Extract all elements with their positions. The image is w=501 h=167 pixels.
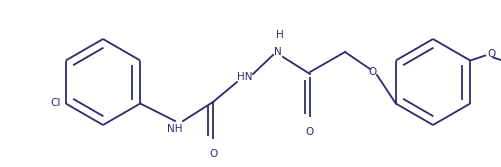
- Text: Cl: Cl: [51, 99, 61, 109]
- Text: O: O: [487, 48, 495, 58]
- Text: N: N: [274, 47, 282, 57]
- Text: O: O: [209, 149, 217, 159]
- Text: O: O: [306, 127, 314, 137]
- Text: NH: NH: [167, 124, 183, 134]
- Text: HN: HN: [237, 72, 253, 82]
- Text: O: O: [369, 67, 377, 77]
- Text: H: H: [276, 30, 284, 40]
